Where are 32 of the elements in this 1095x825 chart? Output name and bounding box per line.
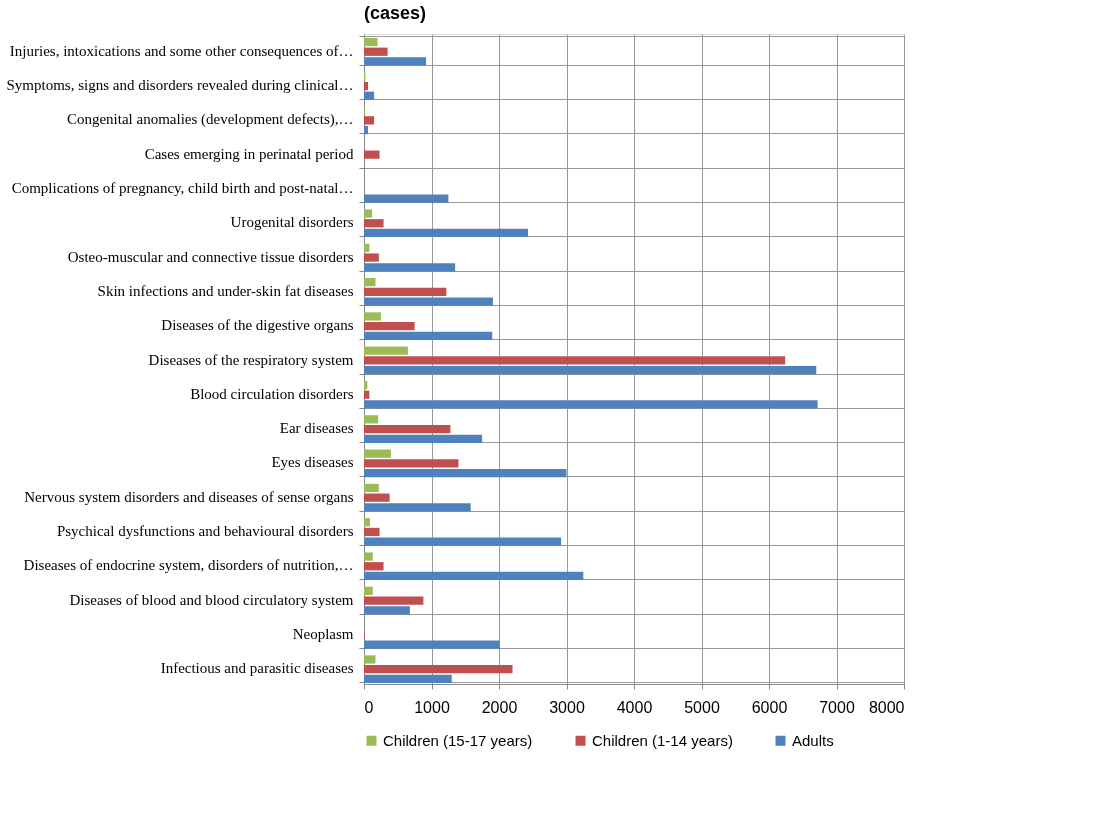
y-tick-label: Diseases of the digestive organs [161, 317, 354, 334]
y-tick-label: Symptoms, signs and disorders revealed during clinical… [6, 77, 354, 94]
y-tick-label: Diseases of blood and blood circulatory system [69, 591, 354, 608]
x-tick-label: 1000 [414, 698, 450, 716]
y-tick-label: Cases emerging in perinatal period [144, 145, 354, 162]
x-tick-label: 3000 [549, 698, 585, 716]
y-tick-label: Blood circulation disorders [190, 385, 354, 402]
y-tick-label: Osteo-muscular and connective tissue disorders [67, 248, 354, 265]
legend-label: Children (1-14 years) [592, 731, 733, 749]
y-tick-label: Diseases of the respiratory system [148, 351, 354, 368]
y-tick-label: Skin infections and under-skin fat diseases [97, 282, 354, 299]
y-tick-label: Complications of pregnancy, child birth and post-natal… [11, 180, 354, 196]
y-tick-label: Eyes diseases [271, 454, 354, 471]
y-tick-label: Ear diseases [279, 420, 354, 437]
chart-title: (cases) [364, 3, 427, 23]
y-tick-label: Nervous system disorders and diseases of sense organs [24, 488, 354, 505]
legend-label: Adults [792, 731, 834, 749]
y-tick-label: Urogenital disorders [230, 214, 354, 231]
x-tick-label: 7000 [819, 698, 855, 716]
y-tick-label: Infectious and parasitic diseases [160, 660, 354, 677]
y-tick-label: Injuries, intoxications and some other consequences of… [9, 42, 354, 59]
x-tick-label: 2000 [481, 698, 518, 716]
y-tick-label: Psychical dysfunctions and behavioural disorders [56, 523, 354, 539]
x-tick-label: 4000 [616, 698, 653, 716]
x-tick-label: 6000 [751, 698, 788, 716]
x-tick-label: 8000 [868, 698, 905, 716]
y-tick-label: Diseases of endocrine system, disorders of nutrition,… [23, 557, 354, 574]
legend-label: Children (15-17 years) [383, 731, 533, 749]
y-tick-label: Congenital anomalies (development defects),… [66, 111, 354, 129]
y-tick-label: Neoplasm [292, 625, 354, 642]
x-tick-label: 5000 [684, 698, 720, 716]
x-tick-label: 0 [364, 698, 374, 716]
